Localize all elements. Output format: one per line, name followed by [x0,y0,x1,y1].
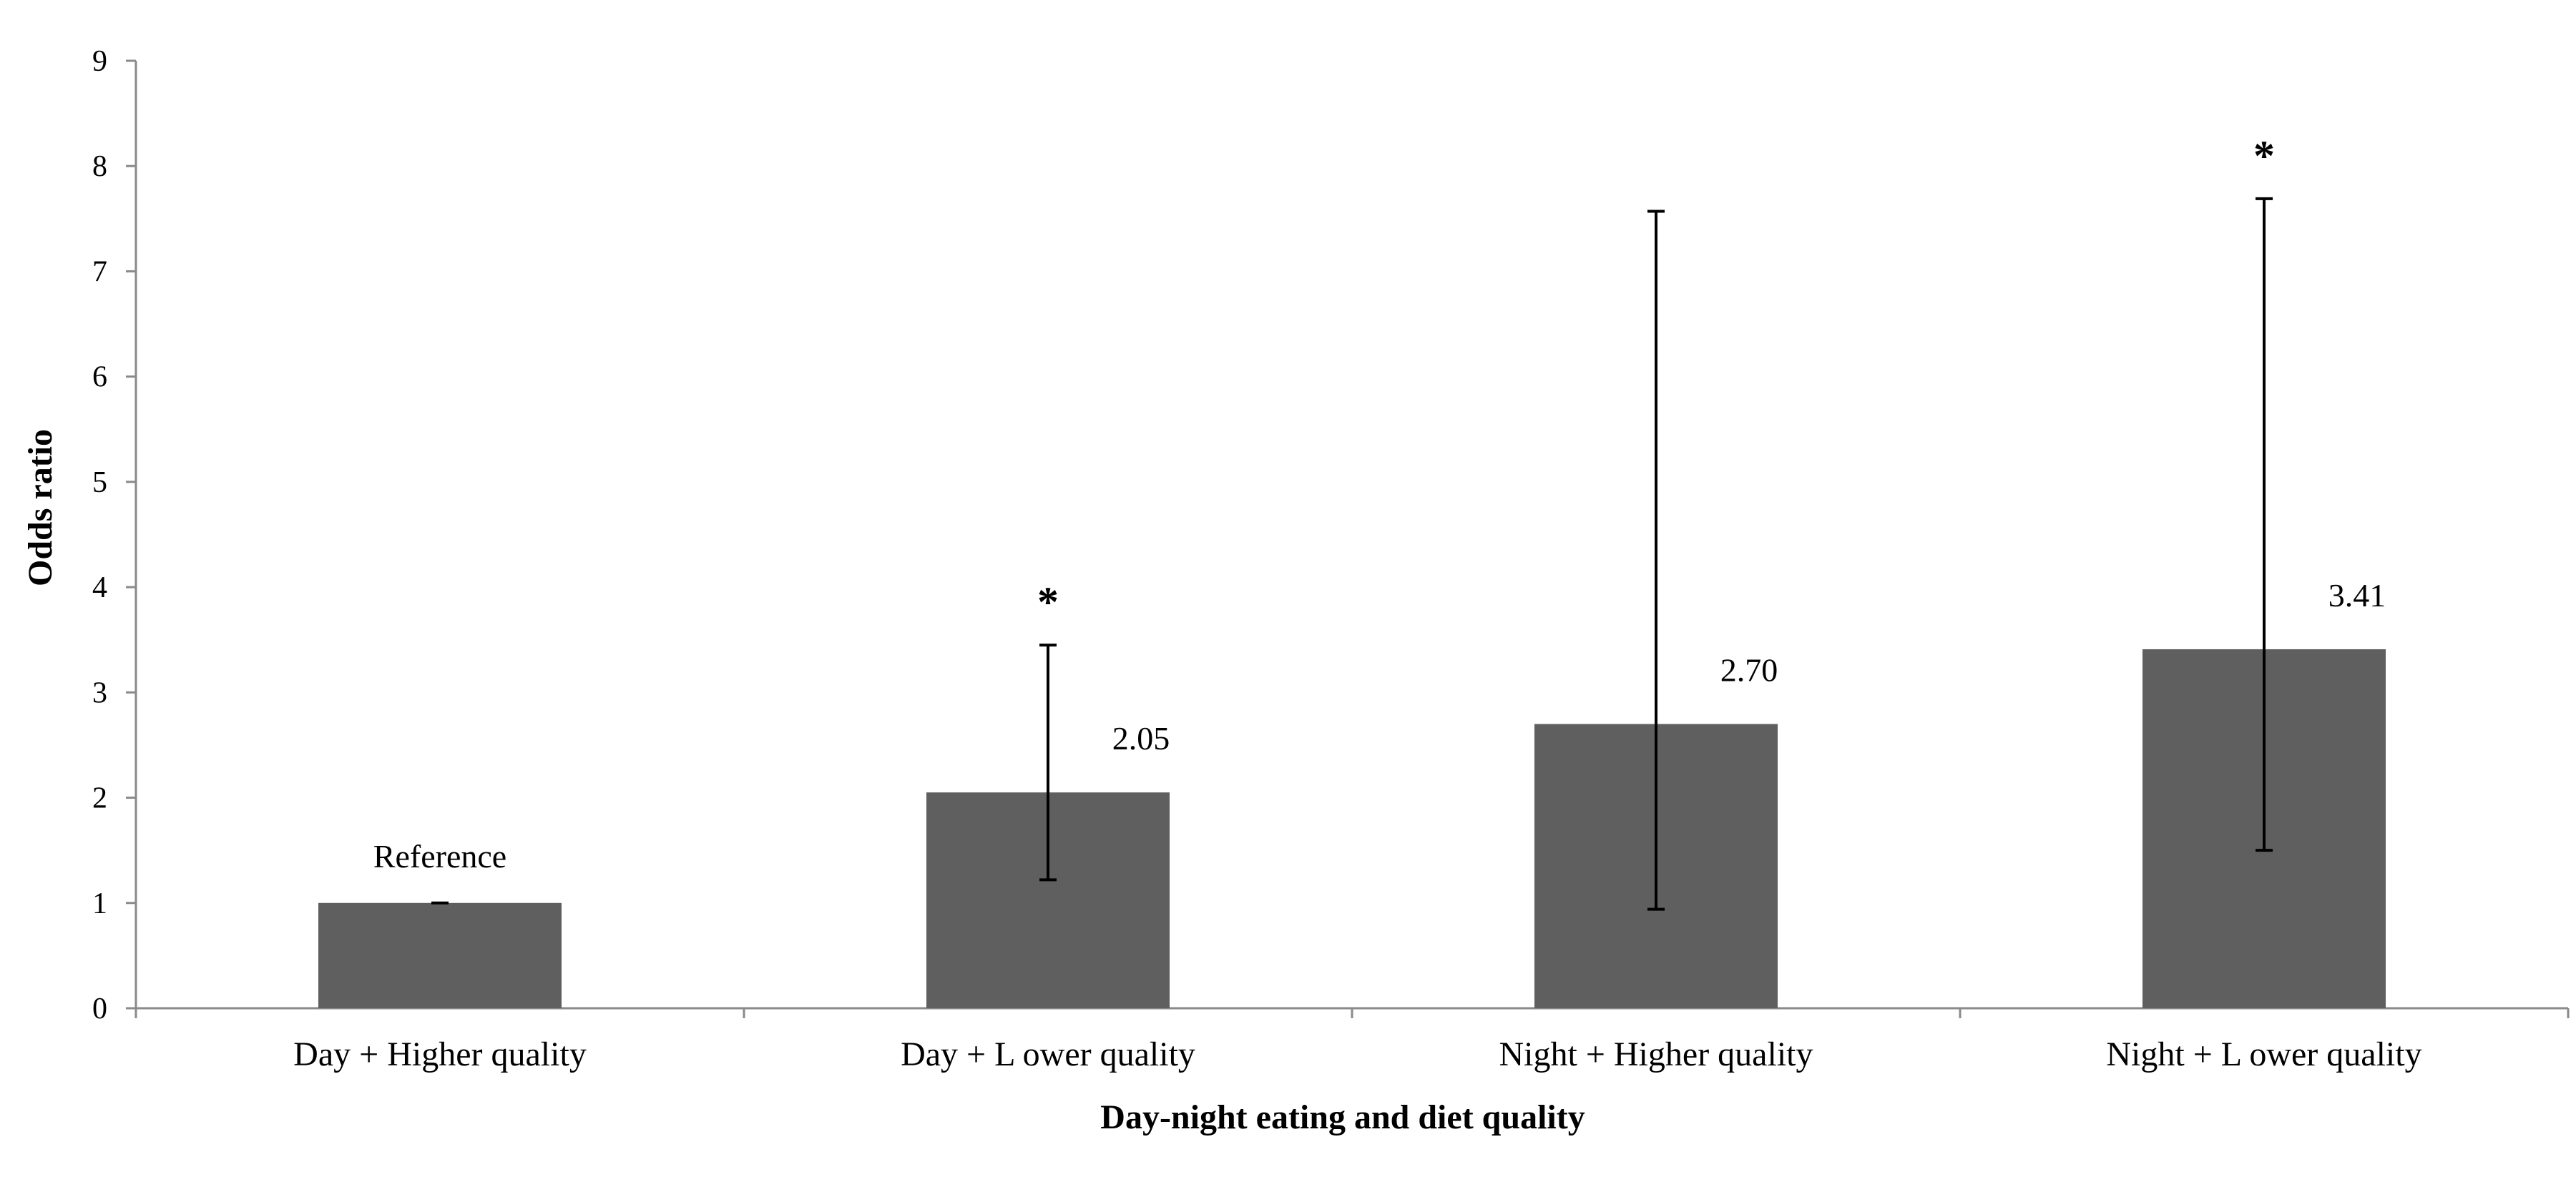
x-axis: Day + Higher quality Day + L ower quality… [134,1007,2570,1073]
significance-marker: * [2253,132,2275,179]
y-tick-label: 2 [92,782,107,815]
x-category-label: Day + L ower quality [901,1035,1195,1073]
bar [318,902,562,1008]
y-tick-label: 7 [92,255,107,288]
data-label: 2.05 [1112,720,1170,757]
error-bars [431,197,2273,911]
data-label: 3.41 [2328,577,2386,614]
y-tick-label: 1 [92,887,107,920]
x-category-label: Night + Higher quality [1499,1035,1813,1073]
x-axis-title: Day-night eating and diet quality [1100,1098,1585,1136]
y-tick-label: 0 [92,993,107,1025]
x-category-label: Night + L ower quality [2106,1035,2421,1073]
significance-marker: * [1037,578,1059,626]
y-tick-label: 4 [92,571,107,604]
y-tick-label: 5 [92,466,107,499]
data-label: Reference [373,838,506,875]
y-tick-label: 3 [92,676,107,709]
y-tick-label: 8 [92,150,107,183]
bars [318,649,2386,1008]
data-labels: Reference 2.05 * 2.70 3.41 * [373,132,2386,875]
data-label: 2.70 [1720,652,1778,689]
y-axis: 0 1 2 3 4 5 6 7 8 9 [92,45,137,1025]
y-tick-label: 6 [92,361,107,394]
y-axis-title: Odds ratio [21,429,59,586]
y-tick-label: 9 [92,45,107,78]
x-category-label: Day + Higher quality [293,1035,587,1073]
